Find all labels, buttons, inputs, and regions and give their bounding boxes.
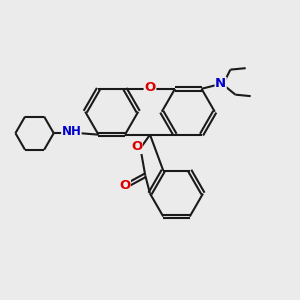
- Text: N: N: [215, 77, 226, 90]
- Text: NH: NH: [61, 125, 81, 138]
- Text: O: O: [131, 140, 142, 153]
- Text: O: O: [144, 81, 156, 94]
- Text: O: O: [119, 179, 130, 192]
